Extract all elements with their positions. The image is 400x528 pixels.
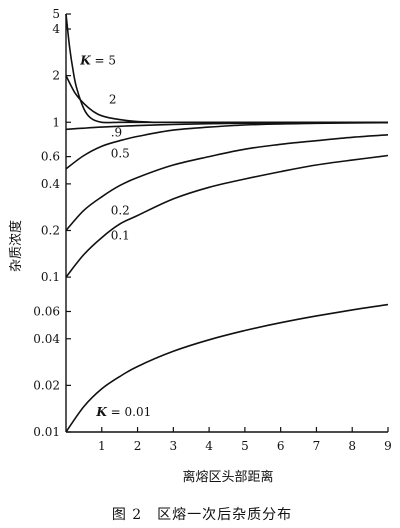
- y-tick-label: 4: [52, 22, 60, 36]
- y-tick-label: 2: [52, 69, 60, 83]
- series-label: .9: [111, 125, 122, 139]
- series-label: 0.5: [111, 146, 130, 160]
- series-line: [65, 134, 389, 232]
- y-tick-label: 0.02: [33, 378, 60, 392]
- y-tick-label: 0.01: [33, 425, 60, 439]
- chart-ticks: 1 2 3 4 5 6 7 8 90.010.020.040.060.10.20.40.6124…: [33, 7, 392, 453]
- chart-series-labels: K = 5 2 .9 0.5 0.2 0.1 K = 0.01: [79, 54, 151, 419]
- y-tick-label: 0.2: [41, 224, 60, 238]
- series-label: 0.1: [111, 229, 130, 243]
- series-label: 0.2: [111, 203, 130, 217]
- series-label: K = 0.01: [95, 405, 151, 419]
- y-tick-label: 0.6: [41, 150, 60, 164]
- x-tick-label: 3: [170, 439, 178, 453]
- x-tick-label: 6: [277, 439, 285, 453]
- x-tick-label: 5: [241, 439, 249, 453]
- y-tick-label: 0.4: [41, 177, 60, 191]
- y-tick-label: 0.04: [33, 332, 60, 346]
- y-tick-label: 1: [52, 115, 60, 129]
- chart-curves: [65, 13, 389, 433]
- series-label: K = 5: [79, 54, 116, 68]
- y-tick-label: 0.06: [33, 304, 60, 318]
- x-tick-label: 8: [348, 439, 356, 453]
- x-tick-label: 7: [313, 439, 321, 453]
- x-tick-label: 4: [205, 439, 213, 453]
- chart-axes: [65, 14, 388, 433]
- series-line: [65, 303, 389, 433]
- series-line: [65, 154, 389, 278]
- series-line: [65, 75, 388, 124]
- figure-caption: 图 2 区熔一次后杂质分布: [112, 507, 292, 523]
- x-axis-title: 离熔区头部距离: [182, 469, 273, 485]
- x-tick-label: 9: [384, 439, 392, 453]
- x-tick-label: 1: [98, 439, 106, 453]
- x-tick-label: 2: [134, 439, 142, 453]
- series-label: 2: [109, 93, 117, 107]
- series-line: [65, 121, 389, 170]
- y-axis-title: 杂质浓度: [8, 220, 24, 272]
- y-tick-label: 0.1: [41, 270, 60, 284]
- y-tick-label: 5: [52, 7, 60, 21]
